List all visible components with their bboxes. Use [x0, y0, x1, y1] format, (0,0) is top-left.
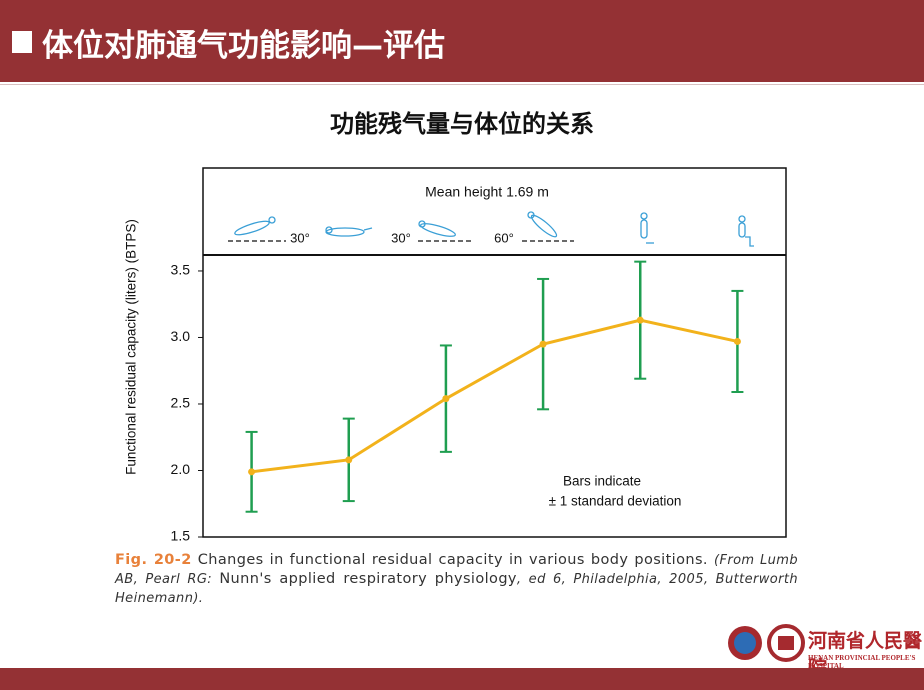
logo-emblems: [728, 624, 805, 662]
note: Bars indicate: [563, 474, 641, 489]
data-point: [636, 316, 644, 324]
annotation: Mean height 1.69 m: [425, 184, 549, 200]
y-tick-label: 3.0: [171, 328, 191, 344]
note: ± 1 standard deviation: [549, 494, 682, 509]
y-tick-label: 2.0: [171, 461, 191, 477]
y-tick-label: 2.5: [171, 395, 191, 411]
header-square: [12, 31, 32, 53]
angle-label: 30°: [391, 230, 411, 245]
plot-frame: [202, 167, 787, 538]
caption-text: Changes in functional residual capacity …: [197, 552, 708, 568]
data-point: [345, 456, 353, 464]
caption-source: (From Lumb AB, Pearl RG:: [115, 553, 799, 587]
caption-source-end: , ed 6, Philadelphia, 2005, Butterworth …: [115, 572, 798, 606]
y-tick-label: 1.5: [171, 528, 191, 544]
header-band: 体位对肺通气功能影响—评估: [0, 0, 924, 82]
angle-label: 60°: [494, 230, 514, 245]
caption: Fig. 20-2 Changes in functional residual…: [115, 551, 798, 608]
angle-label: 30°: [290, 230, 310, 245]
position-icons: [228, 211, 754, 247]
header-title: 体位对肺通气功能影响—评估: [42, 28, 445, 64]
data-line: [251, 318, 738, 474]
header-rule: [0, 84, 924, 85]
y-tick-label: 3.5: [171, 262, 191, 278]
y-axis-label: Functional residual capacity (liters) (B…: [124, 219, 139, 475]
fig-label: Fig. 20-2: [115, 552, 192, 568]
data-point: [733, 337, 741, 345]
caption-book: Nunn's applied respiratory physiology: [219, 571, 517, 587]
subtitle: 功能残气量与体位的关系: [330, 110, 594, 138]
data-point: [539, 340, 547, 348]
footer-band: [0, 668, 924, 690]
data-point: [442, 395, 450, 403]
data-point: [248, 468, 256, 476]
logo-english: HENAN PROVINCIAL PEOPLE'S HOSPITAL: [808, 654, 916, 670]
